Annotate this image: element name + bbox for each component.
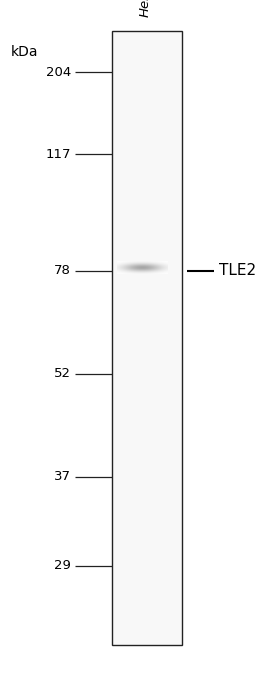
Text: 78: 78 bbox=[54, 265, 71, 277]
Text: TLE2: TLE2 bbox=[219, 263, 256, 279]
Text: 204: 204 bbox=[45, 66, 71, 78]
Text: 37: 37 bbox=[54, 471, 71, 483]
Text: 29: 29 bbox=[54, 560, 71, 572]
Text: HeLa: HeLa bbox=[139, 0, 152, 17]
Bar bbox=[112, 31, 182, 645]
Text: 52: 52 bbox=[54, 368, 71, 380]
Text: 117: 117 bbox=[45, 148, 71, 161]
Text: kDa: kDa bbox=[11, 45, 38, 58]
